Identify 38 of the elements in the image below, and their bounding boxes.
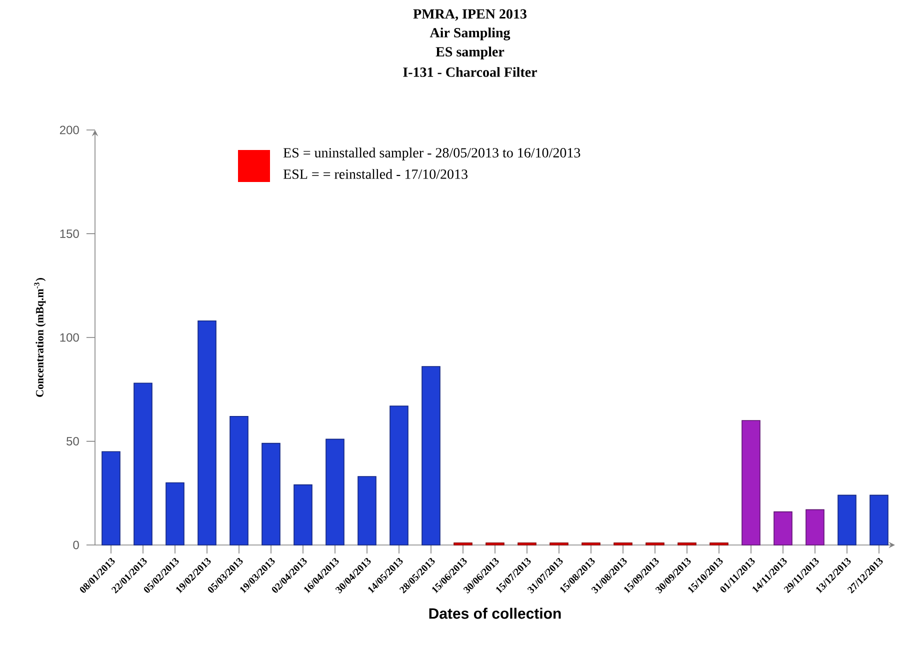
annotation: ESL = = reinstalled - 17/10/2013: [283, 169, 468, 179]
chart-subtitle: Air Sampling: [430, 28, 510, 40]
y-tick-label: 100: [60, 333, 79, 342]
bar: [774, 511, 792, 546]
annotation: ES = uninstalled sampler - 28/05/2013 to 16/10/2013: [283, 148, 580, 160]
bar: [358, 476, 376, 546]
y-tick-label: 0: [73, 540, 79, 550]
bar: [326, 438, 344, 546]
bar: [262, 442, 280, 546]
bar: [582, 542, 600, 546]
bar: [870, 494, 888, 546]
bar: [486, 542, 504, 546]
bar: [742, 420, 760, 546]
bar: [390, 406, 408, 546]
bar: [134, 382, 152, 546]
bar: [550, 542, 568, 546]
bar: [454, 542, 472, 546]
bar: [838, 494, 856, 546]
bar: [614, 542, 632, 546]
bar: [198, 320, 216, 546]
chart-title: PMRA, IPEN 2013: [413, 9, 526, 21]
bar: [518, 542, 536, 546]
bar: [806, 509, 824, 546]
y-tick-label: 200: [60, 126, 79, 134]
y-tick-label: 50: [66, 436, 79, 446]
text: I-131 - Charcoal Filter: [403, 67, 538, 77]
bar: [710, 542, 728, 546]
bar: [678, 542, 696, 546]
y-tick-label: 150: [60, 229, 79, 238]
bar: [230, 416, 248, 546]
x-axis-title: Dates of collection: [429, 608, 561, 619]
bar: [102, 451, 120, 546]
bar: [422, 366, 440, 546]
y-axis-title: Concentration (mBq.m$^{-3}$): [34, 278, 46, 397]
bar: [166, 482, 184, 546]
bar: [294, 484, 312, 546]
text: ES sampler: [436, 46, 504, 60]
bar: [646, 542, 664, 546]
